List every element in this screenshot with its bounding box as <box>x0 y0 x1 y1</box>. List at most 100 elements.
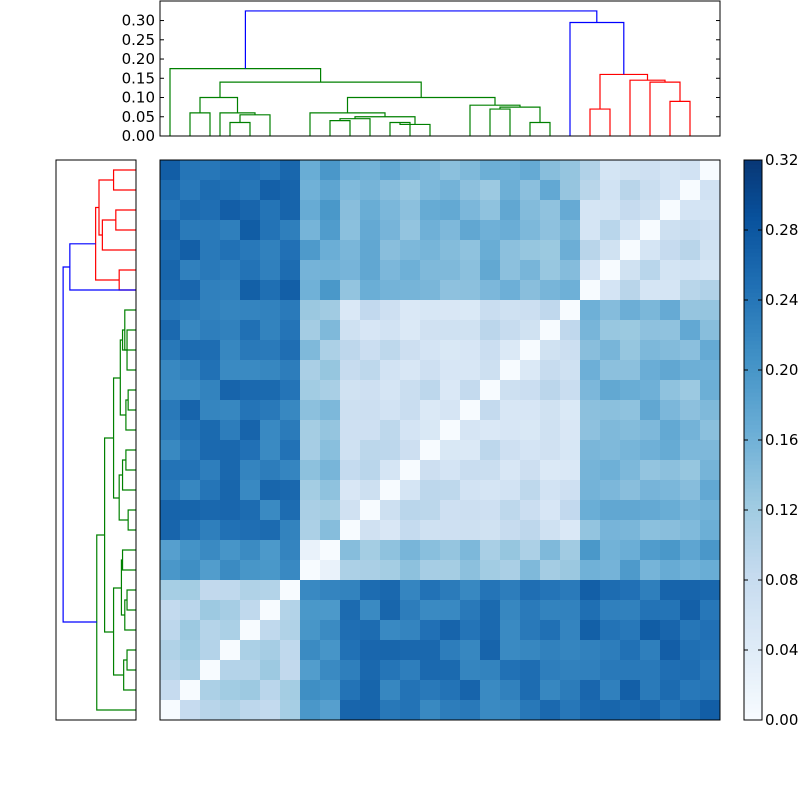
heatmap-cell <box>220 700 241 721</box>
heatmap-cell <box>440 180 461 201</box>
heatmap-cell <box>280 680 301 701</box>
heatmap-cell <box>180 700 201 721</box>
heatmap-cell <box>540 600 561 621</box>
heatmap-cell <box>520 640 541 661</box>
heatmap-cell <box>380 380 401 401</box>
colorbar-segment <box>744 264 762 269</box>
colorbar-segment <box>744 604 762 609</box>
heatmap-cell <box>620 180 641 201</box>
heatmap-cell <box>440 340 461 361</box>
top-dendrogram-tick-label: 0.15 <box>122 69 155 87</box>
heatmap-cell <box>420 480 441 501</box>
heatmap-cell <box>200 280 221 301</box>
colorbar-segment <box>744 216 762 221</box>
top-dendrogram-link <box>169 68 322 136</box>
heatmap-cell <box>700 340 721 361</box>
heatmap-cell <box>420 320 441 341</box>
heatmap-cell <box>440 440 461 461</box>
heatmap-cell <box>600 280 621 301</box>
heatmap-cell <box>480 200 501 221</box>
colorbar-segment <box>744 456 762 461</box>
heatmap-cell <box>300 700 321 721</box>
heatmap-cell <box>220 380 241 401</box>
heatmap-cell <box>400 260 421 281</box>
heatmap-cell <box>360 560 381 581</box>
heatmap-cell <box>220 220 241 241</box>
heatmap-cell <box>700 180 721 201</box>
heatmap-cell <box>520 700 541 721</box>
colorbar-segment <box>744 500 762 505</box>
heatmap-cell <box>420 240 441 261</box>
heatmap-cell <box>180 220 201 241</box>
heatmap-cell <box>540 480 561 501</box>
heatmap-cell <box>340 380 361 401</box>
heatmap-cell <box>340 540 361 561</box>
heatmap-cell <box>580 540 601 561</box>
heatmap-cell <box>260 260 281 281</box>
colorbar-segment <box>744 388 762 393</box>
colorbar-segment <box>744 660 762 665</box>
heatmap-cell <box>440 260 461 281</box>
heatmap-cell <box>400 600 421 621</box>
heatmap-cell <box>540 260 561 281</box>
heatmap-cell <box>580 480 601 501</box>
heatmap-cell <box>640 320 661 341</box>
heatmap-cell <box>560 500 581 521</box>
heatmap-cell <box>660 160 681 181</box>
heatmap-cell <box>360 240 381 261</box>
heatmap-cell <box>200 380 221 401</box>
heatmap-cell <box>160 640 181 661</box>
heatmap-cell <box>460 620 481 641</box>
heatmap-cell <box>660 260 681 281</box>
heatmap-cell <box>300 340 321 361</box>
heatmap-cell <box>540 680 561 701</box>
heatmap-cell <box>380 160 401 181</box>
heatmap-cell <box>620 540 641 561</box>
heatmap-cell <box>700 620 721 641</box>
heatmap-cell <box>200 600 221 621</box>
heatmap-cell <box>180 680 201 701</box>
heatmap-cell <box>240 460 261 481</box>
colorbar-segment <box>744 656 762 661</box>
colorbar-segment <box>744 352 762 357</box>
heatmap-cell <box>560 660 581 681</box>
colorbar-segment <box>744 432 762 437</box>
colorbar-segment <box>744 592 762 597</box>
colorbar-segment <box>744 596 762 601</box>
heatmap-cell <box>700 480 721 501</box>
heatmap-cell <box>480 700 501 721</box>
colorbar-tick-label: 0.32 <box>765 151 798 169</box>
heatmap-cell <box>680 500 701 521</box>
heatmap-cell <box>600 520 621 541</box>
heatmap-cell <box>480 620 501 641</box>
heatmap-cell <box>520 340 541 361</box>
heatmap-cell <box>220 600 241 621</box>
colorbar-segment <box>744 368 762 373</box>
heatmap-cell <box>420 540 441 561</box>
heatmap-cell <box>620 440 641 461</box>
heatmap-cell <box>660 480 681 501</box>
colorbar-segment <box>744 564 762 569</box>
heatmap-cell <box>500 620 521 641</box>
heatmap-cell <box>460 520 481 541</box>
heatmap-cell <box>360 160 381 181</box>
heatmap-cell <box>340 220 361 241</box>
heatmap-cell <box>200 340 221 361</box>
top-dendrogram: 0.000.050.10 0.150.200.250.30 <box>122 0 721 145</box>
heatmap-cell <box>580 280 601 301</box>
heatmap-cell <box>480 260 501 281</box>
heatmap-cell <box>380 260 401 281</box>
heatmap-cell <box>480 540 501 561</box>
heatmap-cell <box>220 360 241 381</box>
heatmap-cell <box>640 520 661 541</box>
heatmap-cell <box>200 680 221 701</box>
heatmap-cell <box>200 460 221 481</box>
colorbar-segment <box>744 212 762 217</box>
heatmap-cell <box>340 240 361 261</box>
heatmap-cell <box>540 500 561 521</box>
heatmap-cell <box>240 160 261 181</box>
heatmap-cell <box>560 320 581 341</box>
colorbar-segment <box>744 300 762 305</box>
heatmap-cell <box>160 680 181 701</box>
colorbar-segment <box>744 420 762 425</box>
